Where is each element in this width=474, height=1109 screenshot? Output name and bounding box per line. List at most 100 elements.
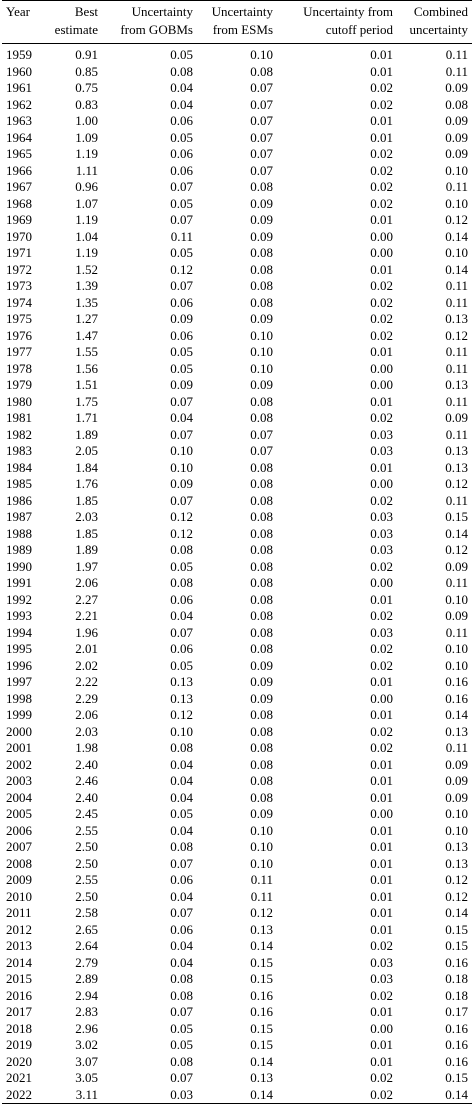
cell-combined-uncertainty: 0.09 — [445, 146, 468, 161]
cell-combined-uncertainty: 0.15 — [445, 1070, 468, 1085]
cell-uncertainty-esms: 0.08 — [250, 641, 273, 656]
cell-uncertainty-esms: 0.13 — [250, 1070, 273, 1085]
cell-uncertainty-gobms: 0.06 — [170, 591, 193, 607]
cell-uncertainty-cutoff: 0.03 — [370, 525, 393, 541]
cell-uncertainty-esms: 0.09 — [250, 377, 273, 392]
cell-best-estimate: 2.50 — [75, 888, 98, 904]
cell-uncertainty-esms: 0.08 — [250, 575, 273, 590]
cell-uncertainty-cutoff: 0.01 — [370, 789, 393, 805]
cell-uncertainty-gobms: 0.08 — [170, 987, 193, 1003]
cell-uncertainty-gobms: 0.04 — [170, 756, 193, 772]
cell-combined-uncertainty: 0.10 — [445, 641, 468, 656]
cell-combined-uncertainty: 0.13 — [445, 443, 468, 458]
cell-best-estimate: 2.79 — [75, 954, 98, 970]
table-row: 1996 2.02 0.05 0.09 0.02 0.10 — [2, 658, 472, 675]
cell-combined-uncertainty: 0.08 — [445, 96, 468, 112]
cell-best-estimate: 1.11 — [75, 162, 98, 178]
cell-uncertainty-gobms: 0.10 — [170, 459, 193, 475]
cell-best-estimate: 2.83 — [75, 1004, 98, 1019]
cell-uncertainty-gobms: 0.05 — [170, 1037, 193, 1052]
cell-year: 2009 — [6, 872, 32, 887]
cell-year: 2013 — [6, 938, 32, 953]
cell-uncertainty-cutoff: 0.01 — [370, 1004, 393, 1019]
cell-uncertainty-esms: 0.07 — [250, 443, 273, 458]
cell-year: 1963 — [6, 113, 32, 128]
cell-uncertainty-gobms: 0.13 — [170, 690, 193, 706]
cell-year: 2002 — [6, 756, 32, 772]
cell-best-estimate: 1.19 — [75, 146, 98, 161]
cell-uncertainty-gobms: 0.08 — [170, 542, 193, 557]
cell-uncertainty-cutoff: 0.02 — [370, 327, 393, 343]
cell-uncertainty-gobms: 0.04 — [170, 822, 193, 838]
cell-uncertainty-esms: 0.09 — [250, 690, 273, 706]
cell-uncertainty-gobms: 0.05 — [170, 47, 193, 62]
cell-uncertainty-gobms: 0.07 — [170, 1070, 193, 1085]
table-row: 1974 1.35 0.06 0.08 0.02 0.11 — [2, 295, 472, 312]
cell-best-estimate: 1.55 — [75, 344, 98, 359]
table-row: 2004 2.40 0.04 0.08 0.01 0.09 — [2, 790, 472, 807]
cell-uncertainty-gobms: 0.10 — [170, 723, 193, 739]
cell-uncertainty-cutoff: 0.03 — [370, 542, 393, 557]
table-row: 2016 2.94 0.08 0.16 0.02 0.18 — [2, 988, 472, 1005]
table-row: 1971 1.19 0.05 0.08 0.00 0.10 — [2, 245, 472, 262]
cell-uncertainty-cutoff: 0.00 — [370, 360, 393, 376]
cell-uncertainty-gobms: 0.12 — [170, 707, 193, 722]
cell-combined-uncertainty: 0.09 — [445, 789, 468, 805]
header-uncertainty-gobms: Uncertainty from GOBMs — [102, 1, 197, 44]
cell-year: 1965 — [6, 146, 32, 161]
cell-best-estimate: 1.76 — [75, 476, 98, 491]
table-row: 2001 1.98 0.08 0.08 0.02 0.11 — [2, 740, 472, 757]
cell-uncertainty-gobms: 0.07 — [170, 905, 193, 920]
cell-uncertainty-esms: 0.07 — [250, 426, 273, 442]
cell-combined-uncertainty: 0.10 — [445, 591, 468, 607]
cell-combined-uncertainty: 0.11 — [445, 740, 468, 755]
table-row: 2007 2.50 0.08 0.10 0.01 0.13 — [2, 839, 472, 856]
table-row: 2002 2.40 0.04 0.08 0.01 0.09 — [2, 757, 472, 774]
cell-uncertainty-cutoff: 0.01 — [370, 905, 393, 920]
table-row: 1964 1.09 0.05 0.07 0.01 0.09 — [2, 130, 472, 147]
cell-uncertainty-gobms: 0.06 — [170, 641, 193, 656]
cell-combined-uncertainty: 0.11 — [445, 360, 468, 376]
cell-year: 1964 — [6, 129, 32, 145]
cell-combined-uncertainty: 0.16 — [445, 1020, 468, 1036]
cell-year: 2003 — [6, 773, 32, 788]
cell-uncertainty-cutoff: 0.00 — [370, 377, 393, 392]
cell-year: 1961 — [6, 80, 32, 95]
cell-uncertainty-esms: 0.07 — [250, 113, 273, 128]
cell-uncertainty-gobms: 0.05 — [170, 657, 193, 673]
table-row: 2003 2.46 0.04 0.08 0.01 0.09 — [2, 773, 472, 790]
cell-best-estimate: 1.19 — [75, 245, 98, 260]
cell-uncertainty-esms: 0.08 — [250, 278, 273, 293]
cell-best-estimate: 2.55 — [75, 822, 98, 838]
table-row: 2021 3.05 0.07 0.13 0.02 0.15 — [2, 1070, 472, 1087]
cell-year: 1967 — [6, 179, 32, 194]
cell-best-estimate: 2.55 — [75, 872, 98, 887]
header-line: estimate — [54, 22, 98, 37]
cell-best-estimate: 2.50 — [75, 855, 98, 871]
cell-uncertainty-gobms: 0.04 — [170, 938, 193, 953]
header-year: Year — [2, 1, 50, 44]
cell-uncertainty-gobms: 0.06 — [170, 113, 193, 128]
cell-best-estimate: 0.96 — [75, 179, 98, 194]
cell-uncertainty-esms: 0.08 — [250, 542, 273, 557]
cell-combined-uncertainty: 0.10 — [445, 806, 468, 821]
cell-year: 1960 — [6, 63, 32, 79]
table-row: 1978 1.56 0.05 0.10 0.00 0.11 — [2, 361, 472, 378]
cell-year: 2001 — [6, 740, 32, 755]
cell-uncertainty-gobms: 0.06 — [170, 872, 193, 887]
table-row: 1983 2.05 0.10 0.07 0.03 0.13 — [2, 443, 472, 460]
cell-uncertainty-gobms: 0.03 — [170, 1086, 193, 1102]
table-row: 1959 0.91 0.05 0.10 0.01 0.11 — [2, 44, 472, 64]
cell-year: 1968 — [6, 195, 32, 211]
cell-combined-uncertainty: 0.12 — [445, 476, 468, 491]
table-row: 1961 0.75 0.04 0.07 0.02 0.09 — [2, 80, 472, 97]
cell-uncertainty-esms: 0.08 — [250, 756, 273, 772]
cell-uncertainty-gobms: 0.04 — [170, 789, 193, 805]
cell-uncertainty-cutoff: 0.02 — [370, 987, 393, 1003]
cell-uncertainty-esms: 0.14 — [250, 1086, 273, 1102]
cell-uncertainty-esms: 0.08 — [250, 789, 273, 805]
cell-best-estimate: 2.27 — [75, 591, 98, 607]
cell-combined-uncertainty: 0.09 — [445, 410, 468, 425]
cell-uncertainty-cutoff: 0.03 — [370, 426, 393, 442]
